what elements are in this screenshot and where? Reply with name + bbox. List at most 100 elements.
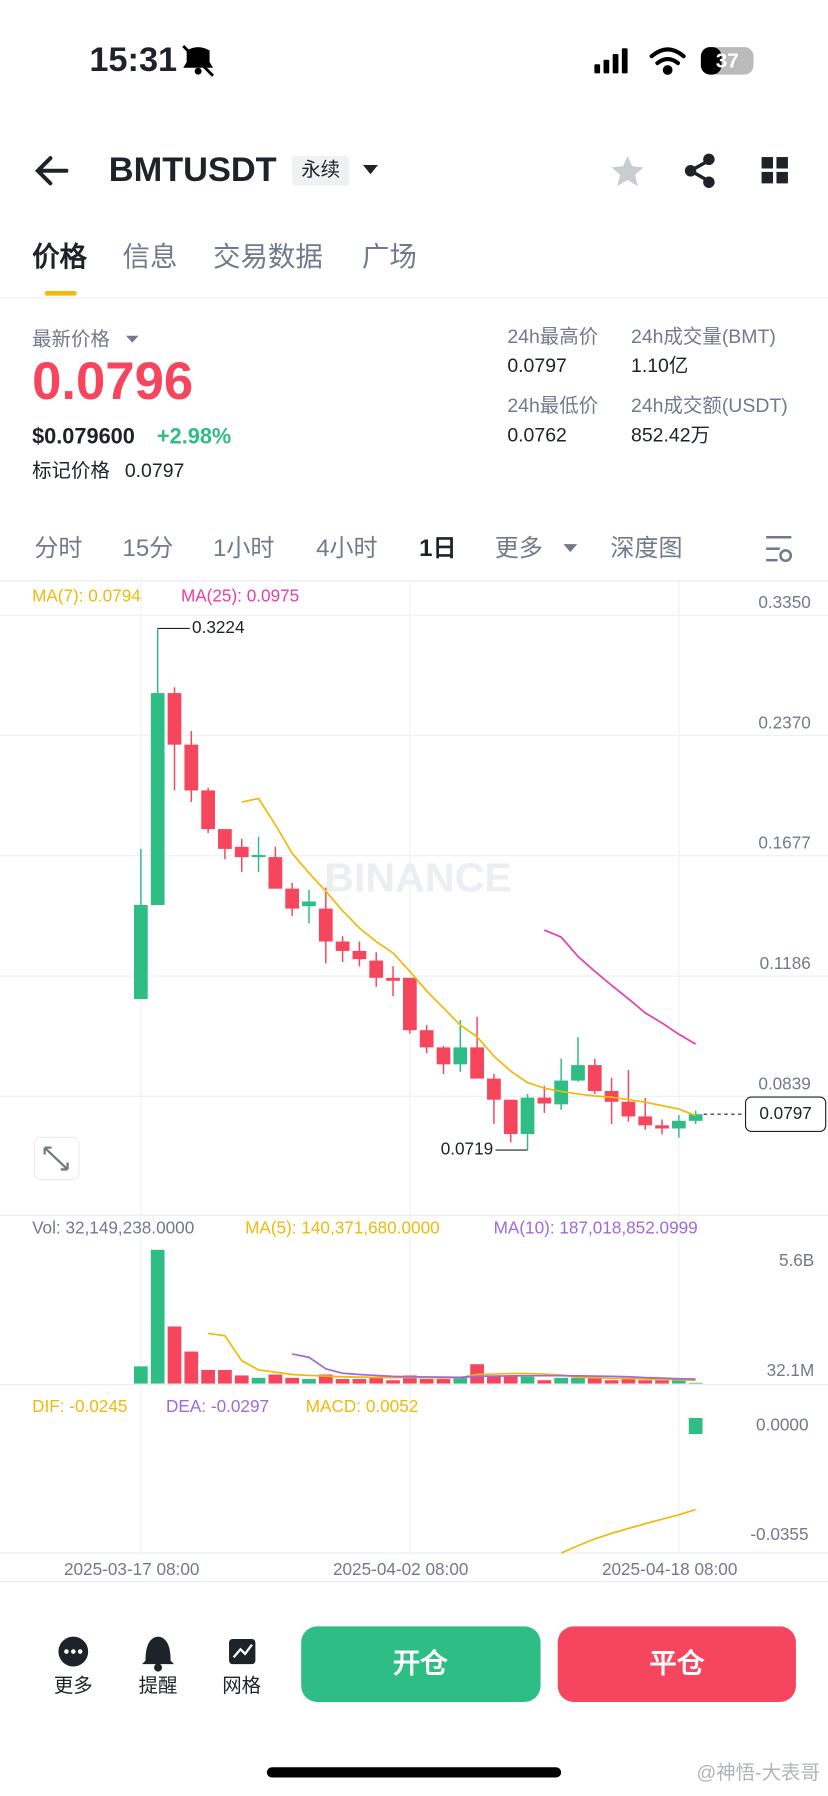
interval[interactable]: 分时 (34, 535, 82, 562)
alert-icon[interactable] (142, 1636, 175, 1672)
stat-label: 24h成交额(USDT) (631, 395, 788, 417)
candle-body (218, 829, 232, 849)
grid-icon[interactable] (761, 157, 788, 184)
candle-body (537, 1097, 552, 1104)
tab[interactable]: 价格 (32, 241, 87, 272)
watermark-text: @神悟-大表哥 (696, 1762, 820, 1784)
volume-bar (436, 1379, 451, 1384)
home-indicator (266, 1767, 562, 1778)
ma-line (291, 1353, 696, 1380)
candle-body (167, 693, 182, 745)
macd-bar (688, 1417, 703, 1434)
y-tick-label: 0.2370 (758, 713, 810, 733)
volume-bar (386, 1380, 400, 1384)
candle-body (655, 1125, 669, 1129)
symbol-dropdown[interactable] (363, 165, 378, 175)
bell-off-icon (182, 44, 215, 77)
volume-bar (335, 1379, 350, 1384)
volume-bar (520, 1376, 535, 1384)
legend-dif: DIF: -0.0245 (32, 1396, 127, 1416)
candle-body (402, 977, 417, 1031)
open-button[interactable] (301, 1626, 541, 1702)
close-label[interactable]: 平仓 (649, 1648, 704, 1679)
interval[interactable]: 更多 (495, 535, 543, 562)
candle-body (369, 960, 384, 978)
open-label[interactable]: 开仓 (393, 1648, 448, 1679)
volume-bar (537, 1380, 552, 1384)
volume-bar (688, 1382, 703, 1384)
close-button[interactable] (557, 1626, 796, 1702)
candle-body (419, 1030, 434, 1048)
back-button[interactable] (34, 156, 69, 186)
ma-line (560, 1508, 696, 1554)
stat-value: 852.42万 (631, 425, 710, 447)
stat-value: 1.10亿 (631, 355, 688, 377)
candle-body (386, 977, 400, 981)
candle-body (335, 941, 350, 951)
interval[interactable]: 15分 (123, 535, 174, 562)
volume-bar (234, 1375, 249, 1384)
interval[interactable]: 1小时 (213, 535, 274, 562)
symbol[interactable]: BMTUSDT (109, 151, 277, 189)
candle-body (352, 950, 367, 960)
volume-bar (554, 1377, 569, 1384)
tab[interactable]: 信息 (123, 241, 178, 272)
candle-body (503, 1099, 518, 1134)
interval[interactable]: 深度图 (610, 535, 682, 562)
volume-bar (218, 1369, 232, 1384)
candle-body (587, 1065, 602, 1092)
stat-label: 24h最低价 (507, 395, 598, 417)
tab[interactable]: 交易数据 (213, 241, 323, 272)
candle-body (133, 905, 148, 1000)
share-icon[interactable] (684, 153, 715, 188)
y-tick-label: 0.1677 (758, 833, 810, 853)
volume-bar (285, 1377, 300, 1384)
volume-bar (201, 1369, 215, 1384)
stat-label: 24h最高价 (507, 326, 598, 348)
volume-bar (369, 1376, 384, 1384)
favorite-star[interactable] (611, 155, 644, 187)
candle-body (671, 1120, 686, 1129)
volume-bar (671, 1380, 686, 1384)
candle-body (487, 1078, 501, 1100)
contract-tag: 永续 (301, 159, 340, 181)
x-tick-label: 2025-04-18 08:00 (602, 1559, 737, 1579)
candle-body (150, 693, 165, 906)
candle-body (638, 1116, 653, 1126)
footer-label[interactable]: 网格 (222, 1675, 261, 1697)
legend-ma25: MA(25): 0.0975 (181, 585, 299, 605)
last-price: 0.0796 (32, 352, 193, 411)
price-dropdown[interactable] (125, 335, 139, 343)
candle-body (251, 855, 266, 858)
grid-bot-icon[interactable] (229, 1638, 256, 1665)
tab[interactable]: 广场 (362, 241, 417, 272)
stat-label: 24h成交量(BMT) (631, 326, 776, 348)
volume-bar (184, 1351, 199, 1384)
candle-body (318, 908, 333, 942)
candle-body (470, 1047, 484, 1079)
interval-active[interactable]: 1日 (419, 535, 456, 562)
volume-bar (251, 1377, 266, 1384)
legend-dea: DEA: -0.0297 (166, 1396, 269, 1416)
chart-settings[interactable] (766, 535, 793, 562)
interval[interactable]: 4小时 (316, 535, 377, 562)
ma-line (241, 797, 696, 1117)
footer-label[interactable]: 提醒 (139, 1675, 178, 1697)
footer-label[interactable]: 更多 (54, 1675, 93, 1697)
x-tick-label: 2025-03-17 08:00 (64, 1559, 199, 1579)
more-icon[interactable] (58, 1636, 89, 1667)
clock: 15:31 (89, 41, 177, 79)
more-dropdown[interactable] (563, 544, 578, 553)
volume-bar (302, 1379, 316, 1384)
ma-line (543, 929, 697, 1045)
stat-value: 0.0762 (507, 425, 567, 447)
expand-button[interactable] (33, 1136, 80, 1181)
y-tick-label: -0.0355 (750, 1524, 808, 1544)
legend-ma7: MA(7): 0.0794 (32, 585, 141, 605)
annotation-label: 0.3224 (192, 617, 245, 637)
volume-bar (133, 1366, 148, 1384)
volume-bar (604, 1380, 619, 1384)
legend-vol-ma10: MA(10): 187,018,852.0999 (494, 1218, 698, 1238)
signal-icon (594, 48, 628, 74)
